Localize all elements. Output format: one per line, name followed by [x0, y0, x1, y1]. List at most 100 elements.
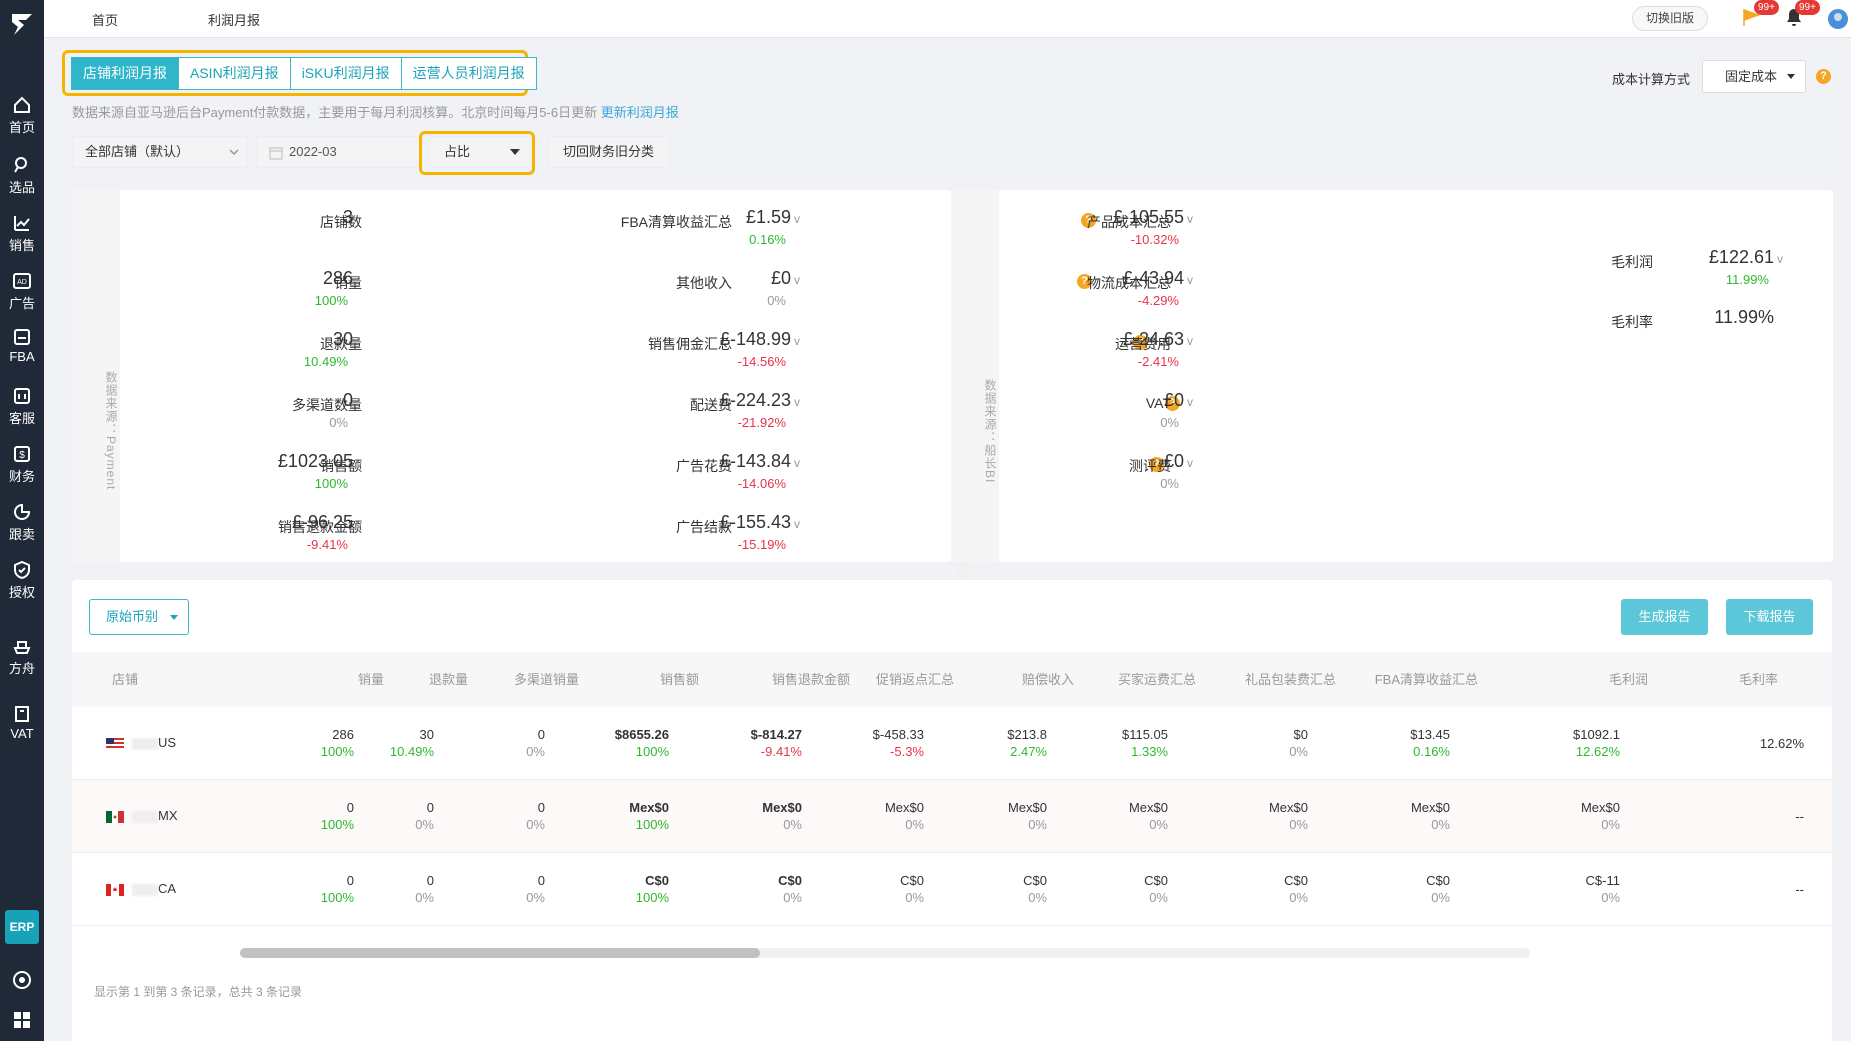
sidebar-item-4[interactable]: FBA [0, 327, 44, 364]
table-row[interactable]: US 286 100% 30 10.49% 0 0% $8655.26 100% $-814.27… [72, 707, 1832, 780]
expand-chevron[interactable]: v [1187, 334, 1193, 348]
help-icon[interactable]: ? [1081, 213, 1096, 228]
cell-value: Mex$0 [1268, 800, 1308, 815]
cell-percent: 0% [783, 890, 802, 905]
expand-chevron[interactable]: v [794, 273, 800, 287]
store-country: CA [158, 881, 177, 896]
sidebar-item-0[interactable]: 首页 [0, 95, 44, 136]
help-icon[interactable]: ? [1165, 396, 1180, 411]
column-header-9[interactable]: 礼品包装费汇总 [1244, 672, 1336, 687]
sidebar-item-3[interactable]: AD 广告 [0, 271, 44, 312]
sidebar-item-5[interactable]: 客服 [0, 386, 44, 427]
sidebar-item-7[interactable]: 跟卖 [0, 502, 44, 543]
column-header-1[interactable]: 销量 [357, 672, 384, 687]
switch-old-version-button[interactable]: 切换旧版 [1632, 6, 1708, 31]
help-icon[interactable]: ? [1816, 69, 1831, 84]
column-header-10[interactable]: FBA清算收益汇总 [1374, 672, 1478, 687]
cell-percent: 0% [1289, 817, 1308, 832]
column-header-6[interactable]: 促销返点汇总 [875, 672, 954, 687]
expand-chevron[interactable]: v [794, 517, 800, 531]
column-header-4[interactable]: 销售额 [659, 672, 699, 687]
metric-label: 测评费 [1129, 458, 1171, 474]
cell-percent: 0% [905, 890, 924, 905]
metric-percent: -15.19% [737, 537, 786, 552]
tab-2[interactable]: iSKU利润月报 [289, 57, 402, 90]
cell-percent: 0% [415, 817, 434, 832]
sidebar-item-6[interactable]: $ 财务 [0, 444, 44, 485]
table-horizontal-scrollbar[interactable] [240, 948, 1530, 958]
column-header-8[interactable]: 买家运费汇总 [1117, 672, 1196, 687]
currency-select[interactable]: 原始币别 [89, 599, 189, 635]
switch-old-category-button[interactable]: 切回财务旧分类 [548, 136, 670, 168]
flag-icon[interactable] [1742, 8, 1760, 28]
sidebar: 首页选品销售 AD 广告 FBA 客服 $ 财务跟卖授权方舟 VAT ERP [0, 0, 44, 1041]
expand-chevron[interactable]: v [356, 517, 362, 531]
expand-chevron[interactable]: v [794, 395, 800, 409]
update-report-link[interactable]: 更新利润月报 [600, 105, 679, 120]
metric-label: 销售佣金汇总 [648, 336, 732, 352]
cell-percent: 0% [905, 817, 924, 832]
expand-chevron[interactable]: v [1187, 456, 1193, 470]
mode-select-highlight [419, 131, 535, 175]
breadcrumb-home[interactable]: 首页 [92, 13, 119, 28]
expand-chevron[interactable]: v [1187, 395, 1193, 409]
sidebar-item-1[interactable]: 选品 [0, 155, 44, 196]
sidebar-item-2[interactable]: 销售 [0, 213, 44, 254]
cell-percent: 0% [1601, 817, 1620, 832]
expand-chevron[interactable]: v [1777, 252, 1783, 266]
store-cell: MX [106, 808, 178, 823]
support-icon[interactable] [12, 970, 32, 990]
table-row[interactable]: CA 0 100% 0 0% 0 0% C$0 100% C$0 0% C$0 0% C$0 0% C$0 0%… [72, 853, 1832, 926]
table-cell: Mex$0 0% [1269, 799, 1308, 833]
tab-3[interactable]: 运营人员利润月报 [400, 57, 537, 90]
mode-select[interactable]: 占比 [429, 136, 531, 168]
tab-1[interactable]: ASIN利润月报 [178, 57, 291, 90]
table-cell: 0 0% [415, 872, 434, 906]
table-row[interactable]: MX 0 100% 0 0% 0 0% Mex$0 100% Mex$0 0% Mex$0 0% Mex$… [72, 780, 1832, 853]
store-select[interactable]: 全部店铺（默认） [72, 136, 248, 168]
cell-value: 0 [346, 873, 354, 888]
expand-chevron[interactable]: v [1187, 212, 1193, 226]
chat-icon [14, 388, 30, 404]
download-report-button[interactable]: 下载报告 [1726, 599, 1813, 635]
column-header-0[interactable]: 店铺 [112, 672, 139, 687]
expand-chevron[interactable]: v [794, 212, 800, 226]
help-icon[interactable]: ? [1149, 457, 1164, 472]
metric-value: £-43.94 v [1123, 268, 1193, 289]
generate-report-button[interactable]: 生成报告 [1621, 599, 1708, 635]
metric-value: £-155.43 v [720, 512, 800, 533]
expand-chevron[interactable]: v [1187, 273, 1193, 287]
cell-value: C$0 [1284, 873, 1308, 888]
cell-percent: 100% [320, 744, 354, 759]
column-header-11[interactable]: 毛利润 [1608, 672, 1648, 687]
table-cell: C$0 0% [778, 872, 802, 906]
help-icon[interactable]: ? [1077, 274, 1092, 289]
expand-chevron[interactable]: v [794, 456, 800, 470]
expand-chevron[interactable]: v [794, 334, 800, 348]
sidebar-item-8[interactable]: 授权 [0, 560, 44, 601]
cost-method-select[interactable]: 固定成本 [1702, 60, 1806, 93]
sidebar-item-9[interactable]: 方舟 [0, 636, 44, 677]
cell-percent: 0% [526, 890, 545, 905]
column-header-12[interactable]: 毛利率 [1738, 672, 1778, 687]
gross-margin-cell: -- [1795, 809, 1804, 824]
search-icon [14, 157, 27, 173]
month-picker[interactable]: 2022-03 [256, 136, 422, 168]
expand-chevron[interactable]: v [356, 456, 362, 470]
column-header-5[interactable]: 销售退款金额 [771, 672, 850, 687]
column-header-7[interactable]: 赔偿收入 [1021, 672, 1074, 687]
avatar[interactable] [1827, 8, 1849, 30]
erp-button[interactable]: ERP [5, 910, 39, 944]
apps-icon[interactable] [12, 1010, 32, 1030]
store-name-masked [132, 883, 158, 896]
sidebar-item-10[interactable]: VAT [0, 704, 44, 741]
cell-value: Mex$0 [762, 800, 802, 815]
metric-value-text: 30 [332, 329, 353, 349]
column-header-2[interactable]: 退款量 [428, 672, 468, 687]
table-scrollbar-thumb[interactable] [240, 948, 760, 958]
column-header-3[interactable]: 多渠道销量 [513, 672, 579, 687]
help-icon[interactable]: ? [1133, 335, 1148, 350]
cell-value: $13.45 [1410, 727, 1450, 742]
tab-0[interactable]: 店铺利润月报 [71, 57, 179, 90]
breadcrumb-current[interactable]: 利润月报 [208, 13, 261, 28]
